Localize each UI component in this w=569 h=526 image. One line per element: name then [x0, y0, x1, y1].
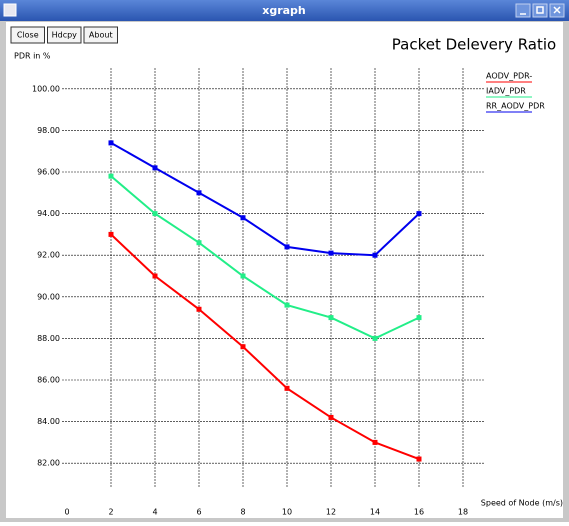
title-bar	[0, 0, 569, 21]
data-point	[152, 211, 158, 217]
y-tick-label: 100.00	[32, 84, 60, 93]
data-point	[108, 140, 114, 146]
x-axis-label: Speed of Node (m/s)	[481, 499, 563, 508]
legend-label: IADV_PDR	[486, 87, 526, 96]
data-point	[152, 165, 158, 171]
x-tick-label: 16	[414, 508, 424, 517]
data-point	[108, 173, 114, 179]
data-point	[196, 190, 202, 196]
data-point	[240, 344, 246, 350]
y-tick-label: 98.00	[37, 126, 60, 135]
data-point	[284, 244, 290, 250]
minimize-button[interactable]	[515, 3, 531, 18]
graph-area	[6, 22, 563, 518]
window-title: xgraph	[262, 4, 306, 17]
x-tick-label: 12	[326, 508, 336, 517]
data-point	[416, 456, 422, 462]
toolbar-button[interactable]	[47, 26, 82, 44]
data-point	[372, 439, 378, 445]
x-tick-label: 10	[282, 508, 292, 517]
x-tick-label: 2	[108, 508, 113, 517]
data-point	[196, 240, 202, 246]
data-point	[284, 385, 290, 391]
data-point	[240, 215, 246, 221]
data-point	[416, 315, 422, 321]
data-point	[372, 335, 378, 341]
y-tick-label: 84.00	[37, 417, 60, 426]
window-control-glyphs	[520, 6, 561, 15]
data-point	[152, 273, 158, 279]
chart-title: Packet Delevery Ratio	[392, 36, 556, 54]
series-line	[110, 233, 420, 460]
toolbar-button-label[interactable]: About	[89, 31, 113, 40]
y-axis-label: PDR in %	[14, 52, 51, 61]
x-tick-label: 8	[240, 508, 245, 517]
toolbar-button[interactable]	[83, 26, 118, 44]
x-tick-label: 18	[458, 508, 468, 517]
maximize-button[interactable]	[532, 3, 548, 18]
y-tick-label: 92.00	[37, 251, 60, 260]
data-point	[372, 252, 378, 258]
x-tick-label: 6	[196, 508, 201, 517]
series-line	[110, 142, 420, 257]
x-tick-label: 14	[370, 508, 380, 517]
data-point	[328, 250, 334, 256]
y-tick-label: 90.00	[37, 292, 60, 301]
toolbar-button-label[interactable]: Hdcpy	[52, 31, 78, 40]
data-point	[416, 211, 422, 217]
toolbar-button[interactable]	[10, 26, 45, 44]
y-tick-label: 86.00	[37, 376, 60, 385]
data-point	[108, 231, 114, 237]
data-point	[240, 273, 246, 279]
x-tick-label: 4	[152, 508, 157, 517]
series-line	[110, 175, 420, 340]
window-menu-icon[interactable]	[3, 3, 17, 17]
y-tick-label: 94.00	[37, 209, 60, 218]
data-point	[284, 302, 290, 308]
x-tick-label: 0	[64, 508, 69, 517]
legend-label: AODV_PDR-	[486, 72, 532, 81]
legend-label: RR_AODV_PDR	[486, 102, 545, 111]
toolbar-button-label[interactable]: Close	[17, 31, 39, 40]
y-tick-label: 82.00	[37, 459, 60, 468]
data-point	[196, 306, 202, 312]
data-point	[328, 315, 334, 321]
y-tick-label: 88.00	[37, 334, 60, 343]
y-tick-label: 96.00	[37, 168, 60, 177]
data-point	[328, 414, 334, 420]
